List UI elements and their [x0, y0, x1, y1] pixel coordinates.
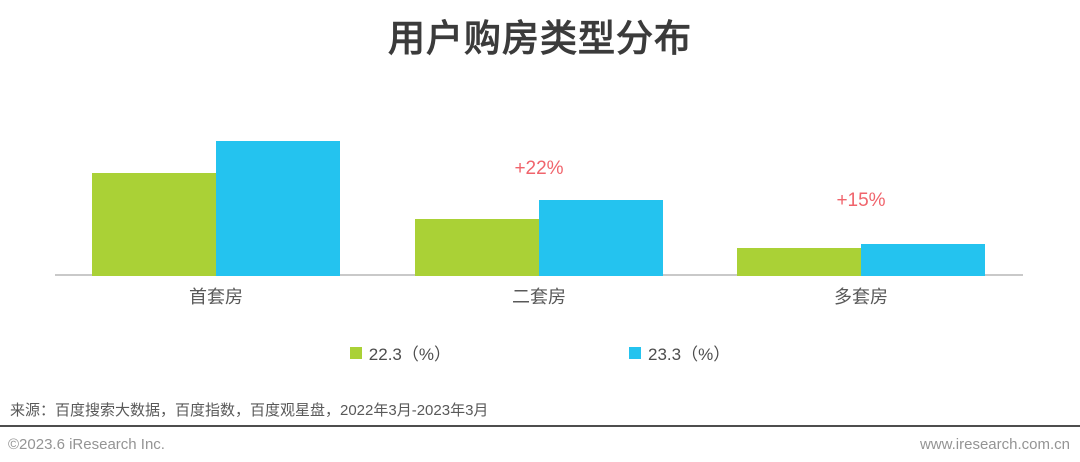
- legend-label: 23.3（%）: [648, 345, 731, 364]
- bar-series2-首套房: [216, 141, 340, 276]
- category-label-2: 二套房: [512, 287, 566, 307]
- bar-series1-首套房: [92, 173, 216, 276]
- footer-divider: [0, 425, 1080, 427]
- bar-series2-多套房: [861, 244, 985, 276]
- chart-legend: 22.3（%） 23.3（%）: [0, 340, 1080, 365]
- legend-swatch-icon: [629, 346, 641, 359]
- source-note: 来源：百度搜索大数据，百度指数，百度观星盘，2022年3月-2023年3月: [10, 402, 489, 419]
- legend-item-series2: 23.3（%）: [629, 340, 730, 365]
- page-title: 用户购房类型分布: [388, 18, 692, 59]
- legend-swatch-icon: [349, 346, 362, 359]
- category-label-3: 多套房: [834, 287, 888, 307]
- copyright-text: ©2023.6 iResearch Inc.: [8, 436, 165, 453]
- website-link[interactable]: www.iresearch.com.cn: [919, 436, 1070, 453]
- growth-annotation-二套房: +22%: [514, 158, 564, 179]
- bar-chart: 首套房 二套房 多套房 +22% +15%: [55, 141, 1023, 307]
- legend-label: 22.3（%）: [368, 345, 451, 364]
- category-label-1: 首套房: [189, 287, 243, 307]
- bar-series1-多套房: [737, 248, 861, 276]
- bar-series2-二套房: [539, 200, 663, 276]
- bar-series1-二套房: [415, 219, 539, 276]
- growth-annotation-多套房: +15%: [836, 190, 886, 211]
- legend-item-series1: 22.3（%）: [349, 340, 451, 365]
